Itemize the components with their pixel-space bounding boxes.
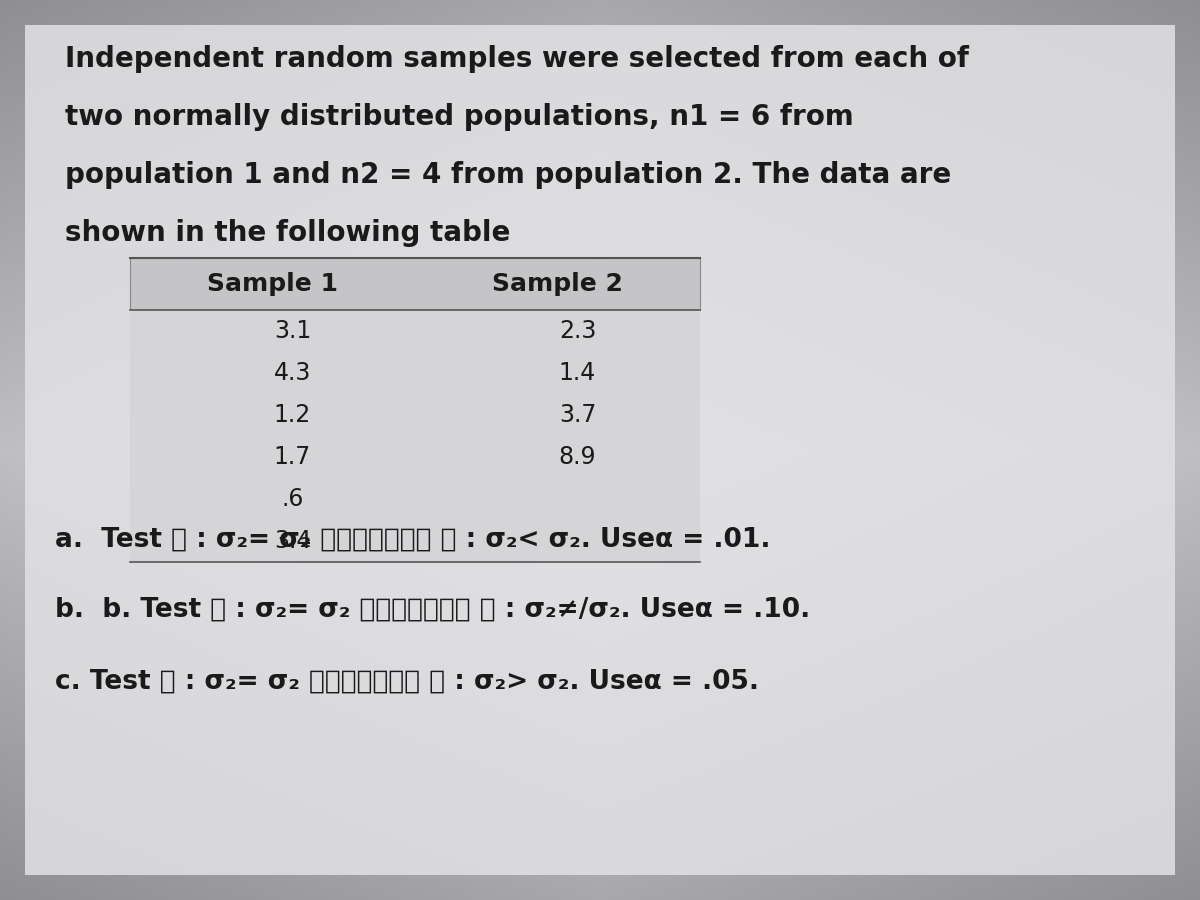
- Text: b.  b. Test 𝐻 : σ₂= σ₂ 𝑎𝑔𝑎𝑖𝑛𝑠𝑡 𝐻 : σ₂≠/σ₂. Useα = .10.: b. b. Test 𝐻 : σ₂= σ₂ 𝑎𝑔𝑎𝑖𝑛𝑠𝑡 𝐻 : σ₂≠/σ₂…: [55, 597, 810, 623]
- Text: Sample 2: Sample 2: [492, 272, 623, 296]
- Text: Sample 1: Sample 1: [208, 272, 338, 296]
- Text: 3.7: 3.7: [559, 403, 596, 427]
- Text: shown in the following table: shown in the following table: [65, 219, 510, 247]
- Text: a.  Test 𝐻 : σ₂= σ₂ 𝑎𝑔𝑎𝑖𝑛𝑠𝑡 𝐻 : σ₂< σ₂. Useα = .01.: a. Test 𝐻 : σ₂= σ₂ 𝑎𝑔𝑎𝑖𝑛𝑠𝑡 𝐻 : σ₂< σ₂. U…: [55, 527, 770, 553]
- Text: two normally distributed populations, n1 = 6 from: two normally distributed populations, n1…: [65, 103, 853, 131]
- Text: 1.7: 1.7: [274, 445, 311, 469]
- Text: 3.1: 3.1: [274, 319, 311, 343]
- Text: 1.2: 1.2: [274, 403, 311, 427]
- Text: c. Test 𝐻 : σ₂= σ₂ 𝑎𝑔𝑎𝑖𝑛𝑠𝑡 𝐻 : σ₂> σ₂. Useα = .05.: c. Test 𝐻 : σ₂= σ₂ 𝑎𝑔𝑎𝑖𝑛𝑠𝑡 𝐻 : σ₂> σ₂. U…: [55, 669, 760, 695]
- Text: .6: .6: [281, 487, 304, 511]
- Text: population 1 and n2 = 4 from population 2. The data are: population 1 and n2 = 4 from population …: [65, 161, 952, 189]
- FancyBboxPatch shape: [130, 310, 700, 562]
- Text: Independent random samples were selected from each of: Independent random samples were selected…: [65, 45, 970, 73]
- Text: 2.3: 2.3: [559, 319, 596, 343]
- Text: 8.9: 8.9: [559, 445, 596, 469]
- Text: 1.4: 1.4: [559, 361, 596, 385]
- FancyBboxPatch shape: [25, 25, 1175, 875]
- Text: 4.3: 4.3: [274, 361, 311, 385]
- Text: 3.4: 3.4: [274, 529, 311, 553]
- FancyBboxPatch shape: [130, 258, 700, 310]
